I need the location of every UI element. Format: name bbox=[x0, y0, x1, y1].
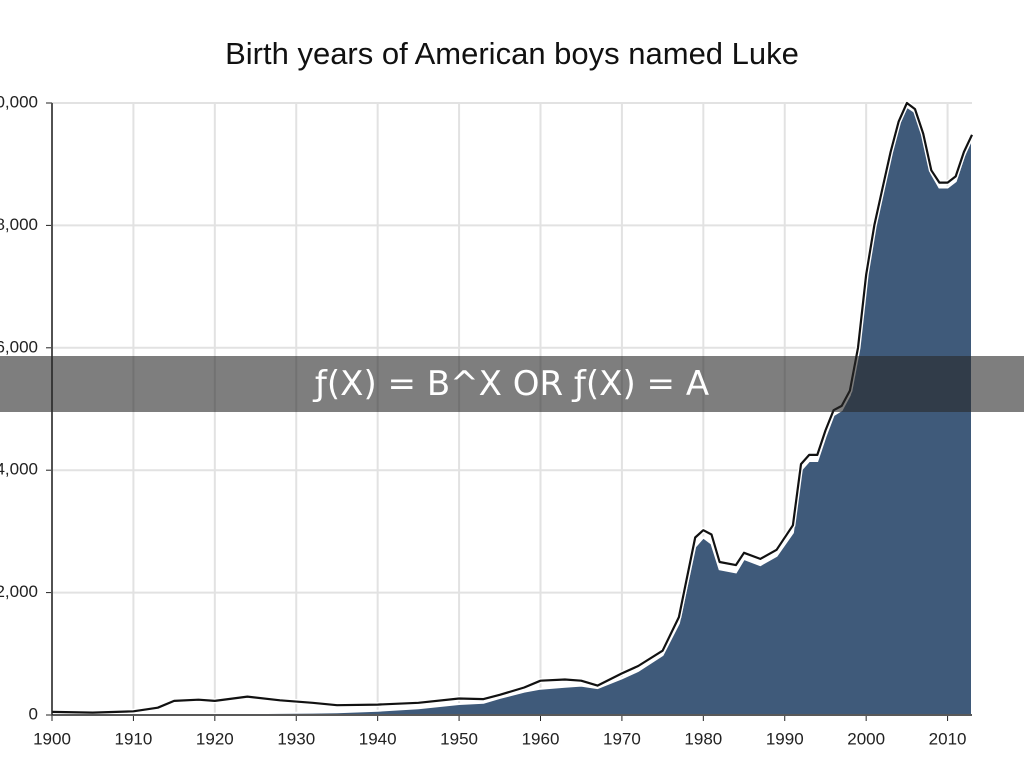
x-tick-label: 2000 bbox=[847, 729, 885, 748]
x-tick-label: 1980 bbox=[684, 729, 722, 748]
banner: ƒ(X) = B^X OR ƒ(X) = A bbox=[0, 356, 1024, 412]
x-tick-label: 2010 bbox=[929, 729, 967, 748]
x-tick-label: 1970 bbox=[603, 729, 641, 748]
x-tick-label: 1940 bbox=[359, 729, 397, 748]
x-tick-label: 1910 bbox=[115, 729, 153, 748]
x-tick-label: 1920 bbox=[196, 729, 234, 748]
y-tick-label: 0 bbox=[29, 704, 38, 723]
line bbox=[51, 101, 973, 714]
x-tick-label: 1900 bbox=[33, 729, 71, 748]
y-tick-label: 6,000 bbox=[0, 337, 38, 356]
y-tick-label: 10,000 bbox=[0, 92, 38, 111]
x-tick-label: 1930 bbox=[277, 729, 315, 748]
x-tick-label: 1990 bbox=[766, 729, 804, 748]
x-tick-label: 1960 bbox=[522, 729, 560, 748]
area bbox=[52, 105, 973, 716]
chart-title: Birth years of American boys named Luke bbox=[225, 36, 799, 71]
y-tick-label: 4,000 bbox=[0, 460, 38, 479]
y-tick-label: 8,000 bbox=[0, 215, 38, 234]
y-tick-label: 2,000 bbox=[0, 582, 38, 601]
x-tick-label: 1950 bbox=[440, 729, 478, 748]
